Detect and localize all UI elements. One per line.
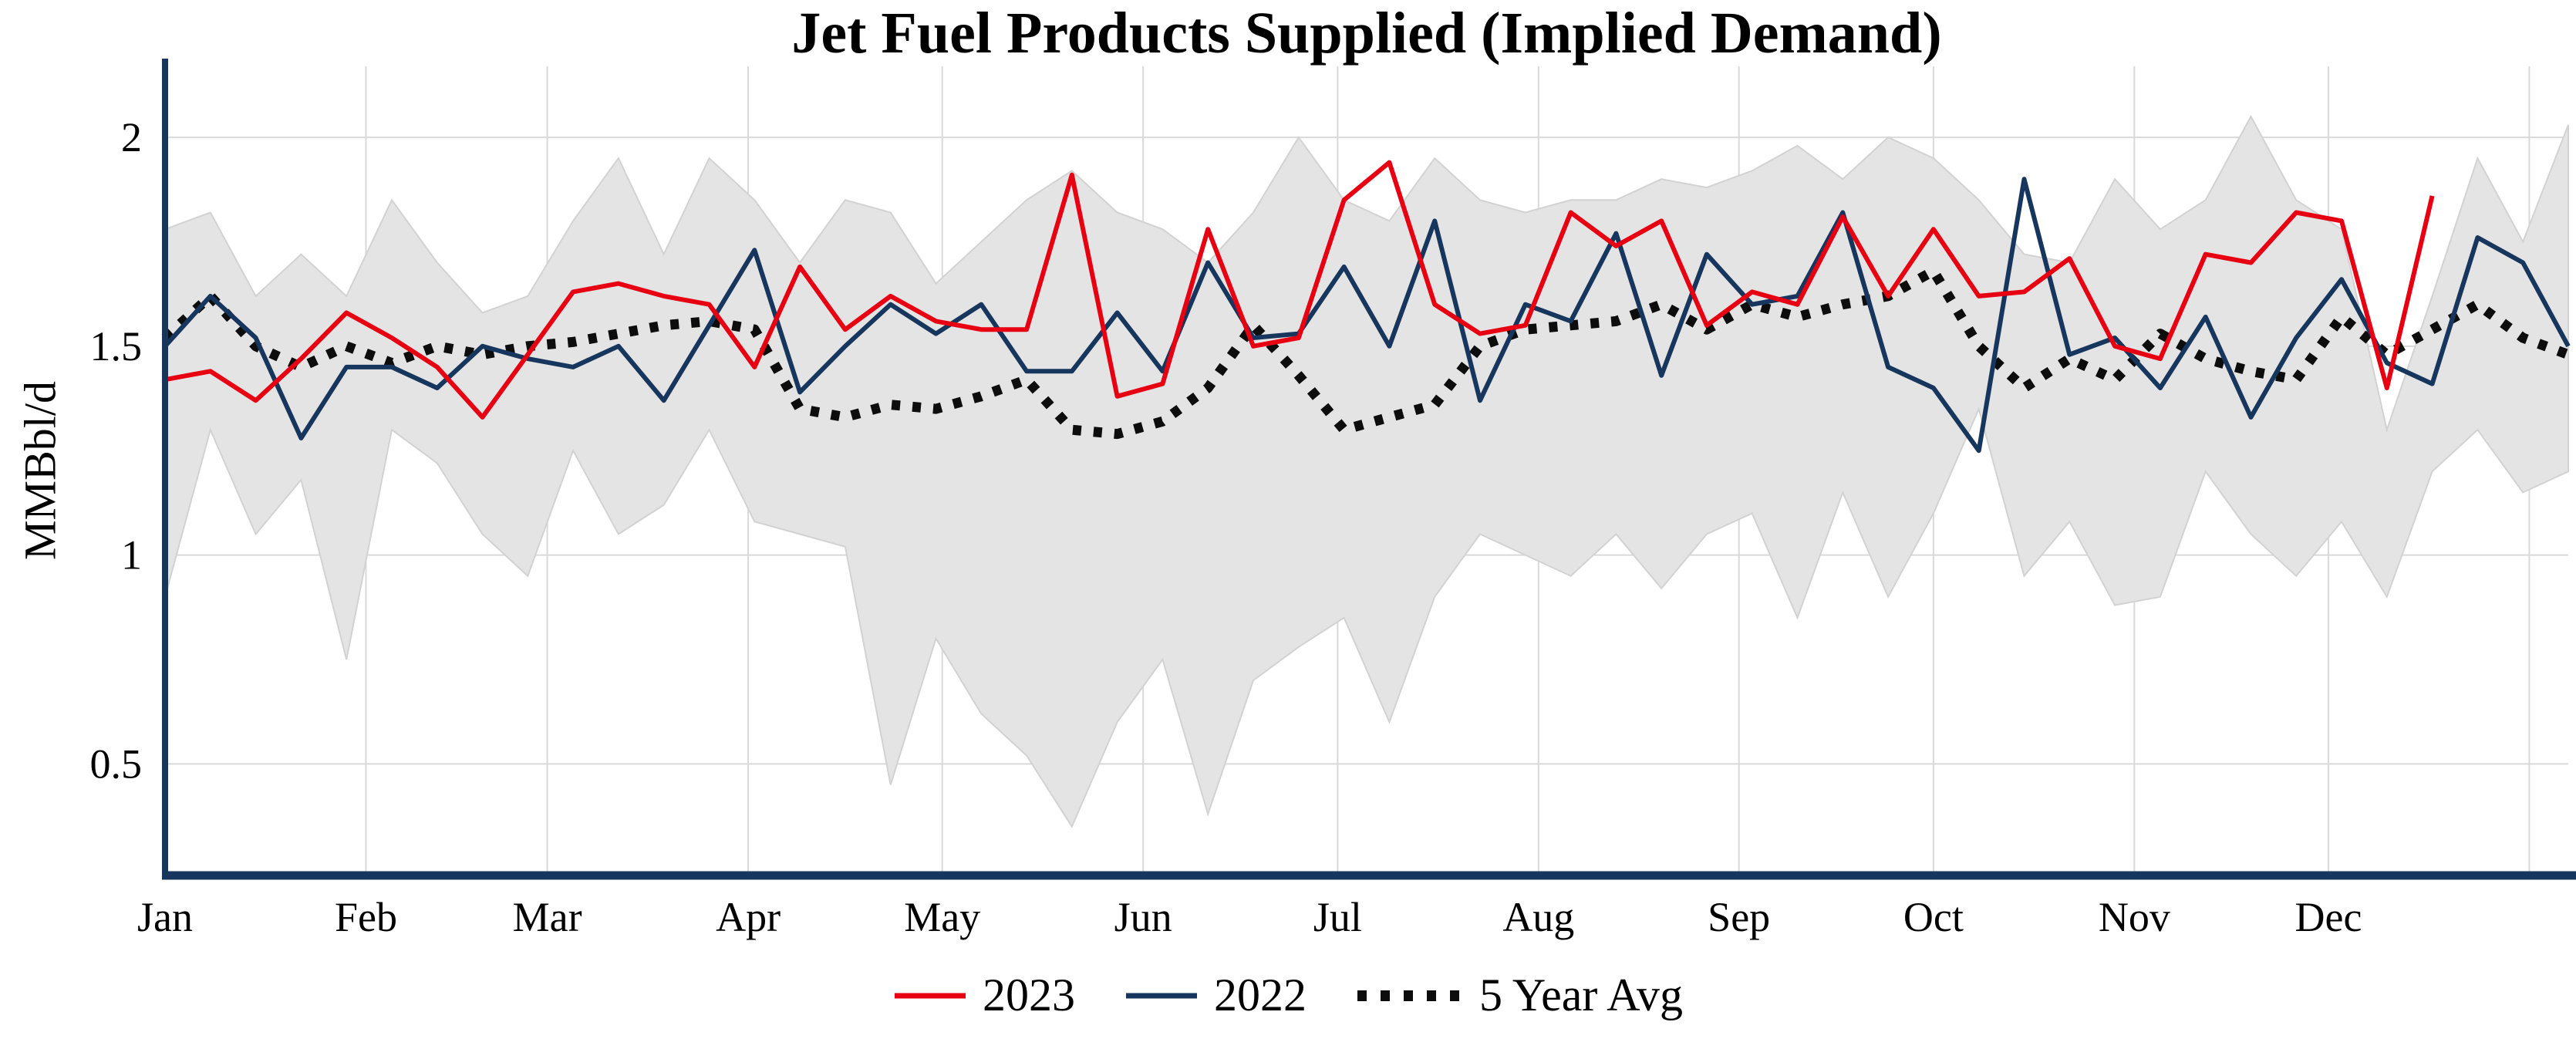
x-tick-label: Nov <box>2099 894 2170 940</box>
legend-label-2023: 2023 <box>983 970 1076 1020</box>
y-tick-label: 0.5 <box>90 740 143 787</box>
legend: 2023 2022 5 Year Avg <box>0 969 2576 1022</box>
five-year-range-band <box>164 114 2569 828</box>
x-tick-label: Jan <box>137 894 193 940</box>
x-tick-label: Jun <box>1114 894 1172 940</box>
legend-item-5-year-avg: 5 Year Avg <box>1356 969 1683 1022</box>
x-tick-label: Apr <box>716 894 781 940</box>
x-tick-label: Dec <box>2295 894 2362 940</box>
series-2022-line <box>163 177 2571 454</box>
x-tick-label: Aug <box>1502 894 1574 940</box>
x-tick-label: Sep <box>1708 894 1770 940</box>
legend-item-2022: 2022 <box>1124 969 1307 1022</box>
legend-swatch-2022-line <box>1126 993 1198 998</box>
x-tick-label: May <box>904 894 980 940</box>
legend-label-5-year-avg: 5 Year Avg <box>1479 970 1683 1020</box>
legend-swatch-5-year-avg-dotted-line <box>1357 990 1463 1001</box>
x-tick-label: Feb <box>335 894 397 940</box>
legend-label-2022: 2022 <box>1214 970 1307 1020</box>
chart-title: Jet Fuel Products Supplied (Implied Dema… <box>791 1 1942 66</box>
series-2023-line <box>164 160 2435 420</box>
y-tick-label: 1 <box>121 532 142 578</box>
y-tick-label: 2 <box>121 114 142 160</box>
legend-swatch-2023-line <box>895 993 966 998</box>
y-tick-label: 1.5 <box>90 323 143 369</box>
legend-item-2023: 2023 <box>893 969 1075 1022</box>
x-tick-label: Oct <box>1903 894 1964 940</box>
x-tick-label: Jul <box>1313 894 1362 940</box>
x-tick-label: Mar <box>513 894 582 940</box>
